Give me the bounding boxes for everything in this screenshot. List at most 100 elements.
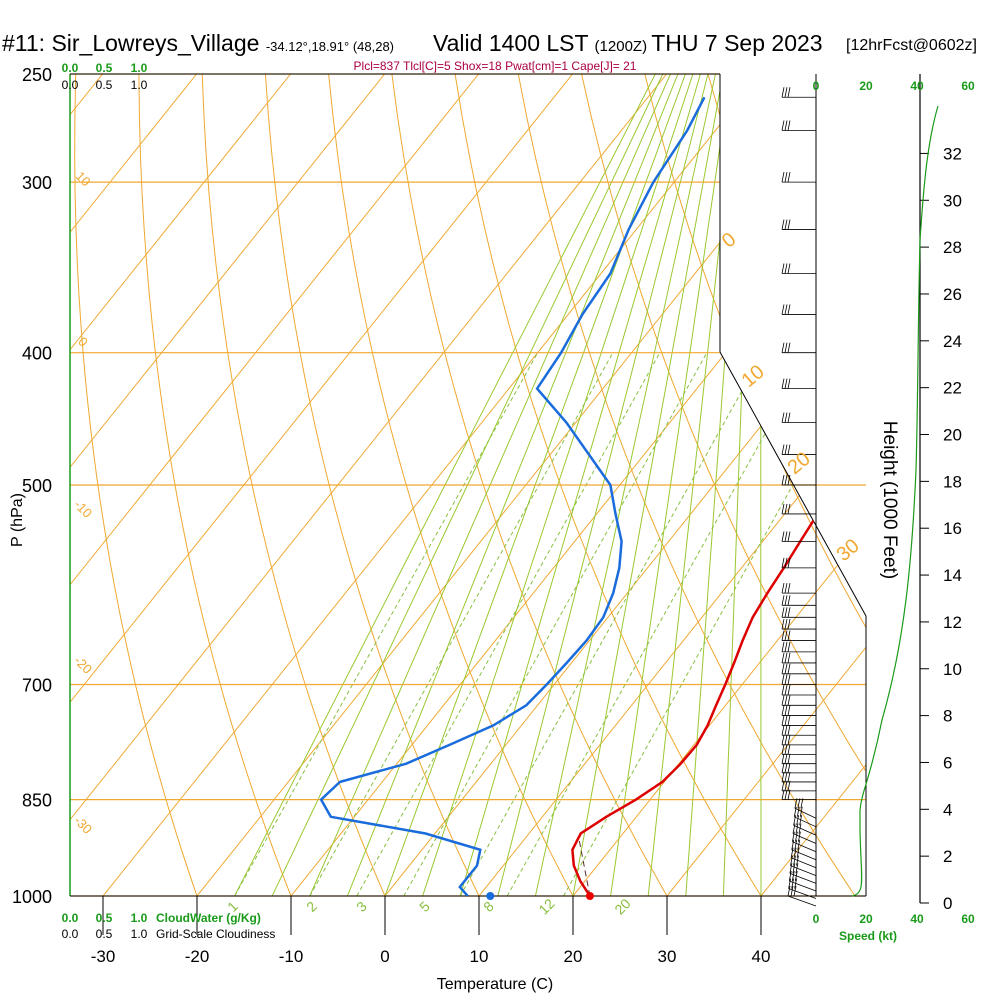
height-tick-label: 6	[943, 753, 952, 772]
cloudwater-scale-bottom: 0.5	[96, 911, 113, 925]
wind-barb-flag	[784, 725, 788, 736]
dry-adiabat-line	[391, 74, 668, 896]
height-tick-label: 16	[943, 519, 962, 538]
pressure-tick-label: 250	[22, 65, 52, 85]
height-tick-label: 0	[943, 894, 952, 913]
dry-adiabat-line	[201, 74, 386, 896]
height-tick-label: 30	[943, 191, 962, 210]
wind-barb-flag	[793, 847, 797, 858]
height-tick-label: 24	[943, 332, 962, 351]
temperature-tick-label: 10	[470, 947, 489, 966]
wind-barb-flag	[791, 870, 795, 882]
wind-barb-flag	[781, 304, 785, 315]
pressure-tick-label: 850	[22, 791, 52, 811]
wind-barb-flag	[781, 87, 785, 98]
wind-barb-flag	[784, 595, 788, 606]
dry-adiabat-line	[138, 74, 292, 896]
wind-barb-flag	[781, 684, 785, 696]
wind-barb-flag	[795, 823, 799, 834]
mixing-ratio-label: 12	[535, 895, 557, 917]
isotherm-label: 30	[833, 535, 864, 566]
wind-barb-shaft	[794, 816, 817, 828]
wind-barb-flag	[781, 674, 785, 685]
wind-barb-flag	[784, 87, 788, 98]
wind-barb-shaft	[794, 807, 817, 819]
isotherm-line	[70, 74, 385, 896]
wind-barb-flag	[784, 618, 788, 630]
wind-barb-flag	[781, 531, 785, 542]
isotherm-label: 0	[718, 228, 741, 252]
wind-barb-flag	[798, 823, 802, 834]
wind-barb-shaft	[793, 824, 817, 836]
mixing-ratio-label: 5	[416, 898, 433, 915]
sounding-layer	[319, 96, 866, 896]
temperature-axis-label: Temperature (C)	[437, 976, 553, 993]
dry-adiabat-line	[961, 74, 1000, 896]
wind-barb-flag	[791, 831, 795, 842]
wind-barb-flag	[787, 744, 791, 755]
cloudwater-scale-top: 1.0	[131, 61, 148, 75]
station-title: #11: Sir_Lowreys_Village -34.12°,18.91° …	[2, 30, 394, 56]
speed-axis-label: Speed (kt)	[839, 929, 897, 943]
wind-barb-flag	[784, 652, 788, 664]
wind-barb-flag	[790, 855, 793, 866]
isotherm-label: -30	[71, 813, 95, 837]
wind-barb-flag	[781, 263, 785, 274]
mixing-ratio-line	[506, 352, 811, 896]
height-tick-label: 2	[943, 847, 952, 866]
wind-barb-flag	[784, 744, 788, 755]
wind-barb-flag	[787, 607, 791, 618]
wind-barb-flag	[781, 474, 785, 486]
wind-barb-flag	[790, 847, 794, 858]
wind-barb-shaft	[792, 841, 817, 853]
wind-barb-flag	[788, 870, 792, 882]
wind-barb-flag	[784, 503, 788, 515]
moist-adiabat-line	[610, 74, 731, 896]
wind-barb-flag	[781, 618, 785, 630]
wind-barb-flag	[784, 219, 788, 230]
wind-speed-profile-line	[851, 105, 939, 897]
wind-barb-flag	[787, 304, 791, 315]
wind-barb-flag	[784, 674, 788, 685]
isotherm-line	[572, 74, 866, 896]
cloudiness-scale-bottom: 0.5	[96, 927, 113, 941]
dry-adiabat-line	[454, 74, 762, 896]
wind-barb-flag	[781, 583, 785, 594]
wind-barb-flag	[784, 715, 788, 726]
wind-barb-flag	[787, 444, 791, 455]
wind-barb-flag	[787, 734, 791, 745]
wind-barb-shaft	[787, 895, 817, 907]
height-axis-label: Height (1000 Feet)	[879, 421, 900, 579]
wind-barb-flag	[781, 734, 785, 745]
wind-barb-flag	[787, 583, 791, 594]
wind-barb-flag	[787, 630, 791, 641]
temperature-profile-line	[571, 96, 866, 896]
wind-barb-flag	[781, 595, 785, 606]
frame-slant	[719, 351, 867, 617]
valid-time: Valid 1400 LST (1200Z) THU 7 Sep 2023	[433, 30, 823, 56]
wind-barb-shaft	[789, 872, 817, 884]
wind-barb-flag	[784, 304, 788, 315]
wind-barb-flag	[781, 789, 785, 800]
wind-barb-shaft	[792, 833, 817, 844]
wind-barb-flag	[787, 652, 791, 664]
wind-barb-flag	[787, 684, 791, 696]
wind-barb-flag	[784, 789, 788, 800]
wind-barb-flag	[787, 412, 791, 423]
height-tick-label: 18	[943, 472, 962, 491]
isotherm-label: -20	[71, 653, 95, 677]
isotherm-label: -10	[71, 497, 95, 521]
wind-barb-flag	[784, 557, 788, 568]
wind-barb-flag	[787, 674, 791, 685]
wind-barb-flag	[788, 878, 792, 889]
wind-barb-flag	[784, 734, 788, 745]
wind-barb-flag	[799, 806, 803, 817]
wind-barb-flag	[784, 120, 788, 131]
wind-barb-flag	[787, 172, 791, 183]
pressure-axis-label: P (hPa)	[9, 493, 26, 547]
cloudiness-scale-bottom: 1.0	[131, 927, 148, 941]
cloudwater-scale-bottom: 1.0	[131, 911, 148, 925]
height-tick-label: 32	[943, 144, 962, 163]
pressure-tick-label: 400	[22, 344, 52, 364]
wind-barb-flag	[781, 342, 785, 353]
